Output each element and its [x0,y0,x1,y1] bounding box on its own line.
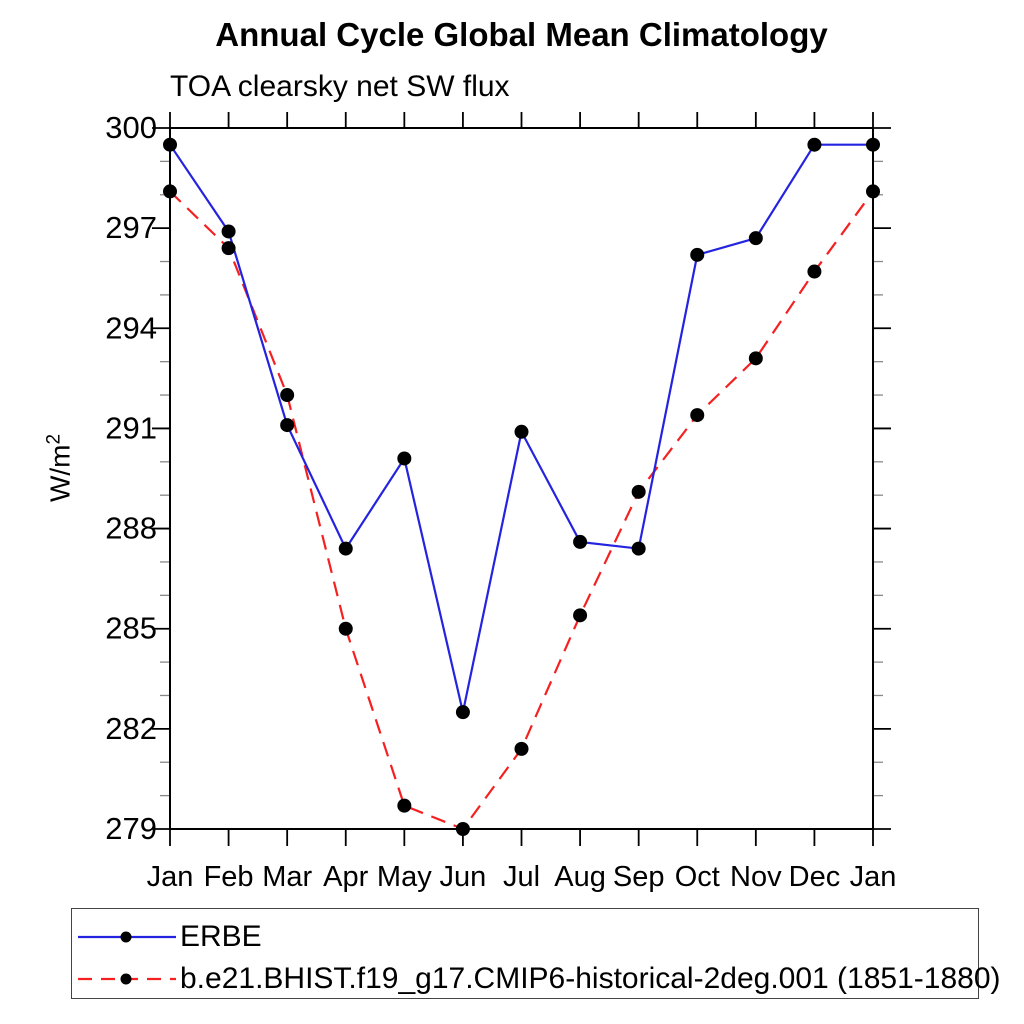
model-line [169,190,874,831]
y-tick-label: 282 [105,711,157,746]
model-marker [338,621,353,636]
model-marker [748,351,763,366]
erbe-marker [455,705,470,720]
x-tick-label: Jan [147,861,194,893]
x-tick-label: Oct [675,861,720,893]
erbe-line-swatch-icon [78,931,176,943]
erbe-marker [631,541,646,556]
erbe-marker [748,231,763,246]
y-tick-label: 279 [105,811,157,846]
x-tick-label: Mar [262,861,312,893]
legend-item-erbe: ERBE [72,916,978,958]
x-tick-label: Dec [789,861,841,893]
erbe-marker [280,418,295,433]
y-tick-label: 297 [105,210,157,245]
x-tick-label: Jun [440,861,487,893]
erbe-marker [397,451,412,466]
y-tick-label: 300 [105,110,157,145]
x-tick-label: Aug [554,861,606,893]
chart-subtitle: TOA clearsky net SW flux [170,70,510,103]
chart-title: Annual Cycle Global Mean Climatology [215,16,828,53]
x-tick-label: Nov [730,861,782,893]
erbe-marker [338,541,353,556]
erbe-marker [163,137,177,152]
model-marker [573,608,588,623]
erbe-marker [573,534,588,549]
model-marker [163,184,177,199]
x-tick-label: Sep [613,861,665,893]
x-tick-label: May [377,861,432,893]
x-tick-label: Jan [850,861,897,893]
erbe-marker [866,137,880,152]
erbe-marker [221,224,236,239]
erbe-marker [514,424,529,439]
x-tick-label: Apr [323,861,368,893]
x-tick-label: Jul [503,861,540,893]
y-tick-label: 285 [105,611,157,646]
model-marker [631,484,646,499]
legend-item-model: b.e21.BHIST.f19_g17.CMIP6-historical-2de… [72,958,1001,1000]
model-marker [866,184,880,199]
model-marker [397,798,412,813]
model-marker [514,741,529,756]
model-marker [221,241,236,256]
model-line-swatch-icon [78,973,176,985]
model-marker [690,408,705,423]
y-tick-label: 291 [105,410,157,445]
erbe-marker [690,247,705,262]
y-tick-label: 294 [105,310,157,345]
legend-label-erbe: ERBE [180,920,262,953]
y-tick-label: 288 [105,511,157,546]
x-tick-label: Feb [204,861,254,893]
legend-label-model: b.e21.BHIST.f19_g17.CMIP6-historical-2de… [180,962,1001,995]
model-marker [807,264,822,279]
model-marker [280,388,295,403]
model-marker [455,822,470,836]
erbe-marker [807,137,822,152]
plot-frame [169,127,874,830]
legend: ERBE b.e21.BHIST.f19_g17.CMIP6-historica… [71,908,1001,1000]
